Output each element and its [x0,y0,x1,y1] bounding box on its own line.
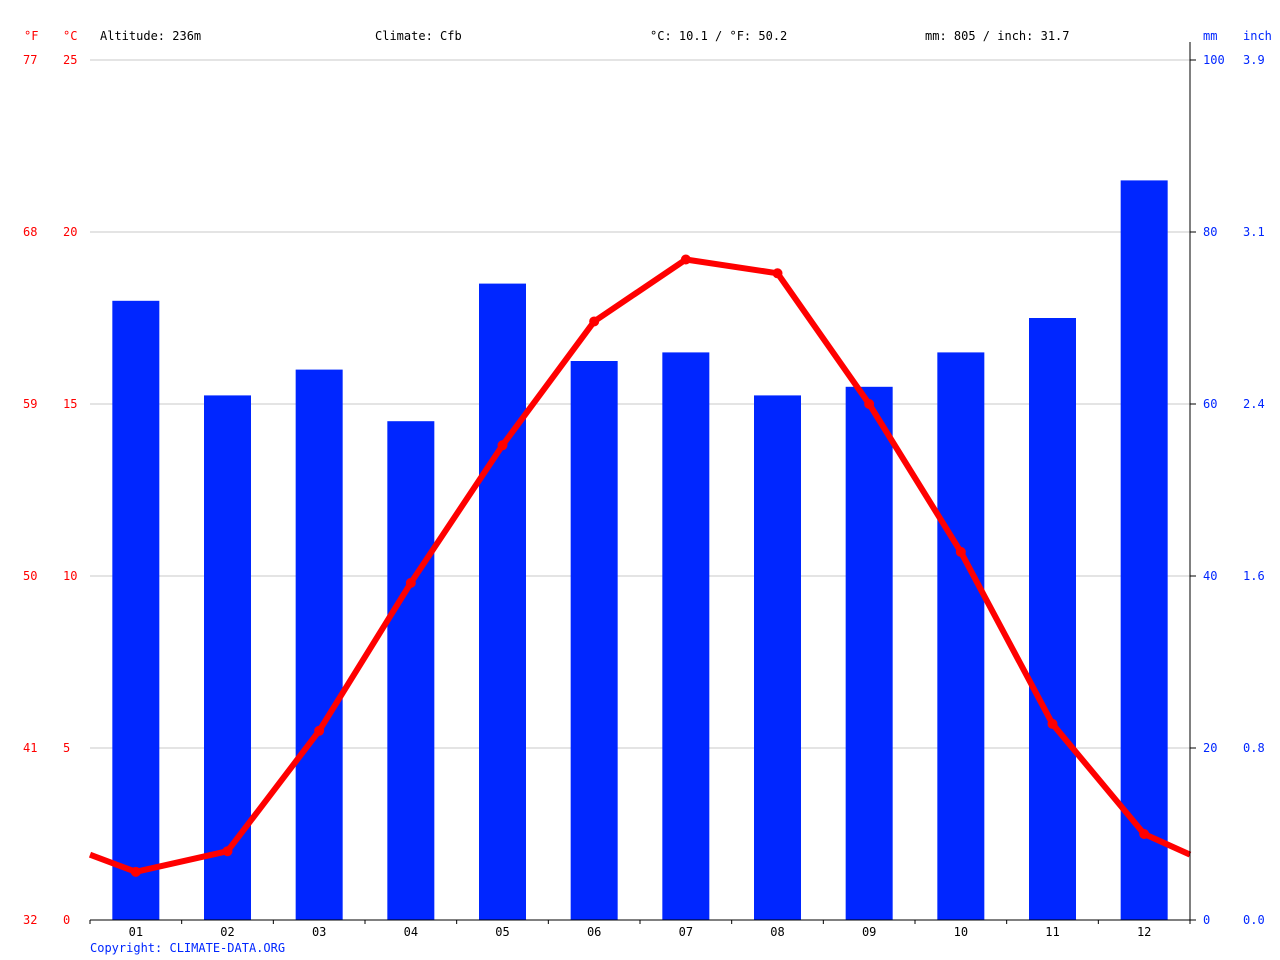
grid-lines [90,59,1190,749]
month-labels: 01 02 03 04 05 06 07 08 09 10 11 12 [129,925,1152,939]
precipitation-bar [937,352,985,920]
temperature-point [222,846,233,857]
unit-label-celsius: °C [63,29,77,43]
tick-label-inch: 1.6 [1243,569,1265,583]
tick-label-inch: 2.4 [1243,397,1265,411]
temperature-point [314,725,325,736]
temperature-line-group [88,254,1192,877]
tick-label-fahrenheit: 59 [23,397,37,411]
tick-label-inch: 0.8 [1243,741,1265,755]
temperature-point [497,440,508,451]
x-tick-label: 01 [129,925,143,939]
tick-label-celsius: 15 [63,397,77,411]
x-tick-label: 06 [587,925,601,939]
x-tick-label: 12 [1137,925,1151,939]
temperature-point [1047,718,1058,729]
tick-label-mm: 100 [1203,53,1225,67]
precipitation-bars [112,180,1168,921]
x-tick-label: 08 [770,925,784,939]
altitude-label: Altitude: 236m [100,29,201,43]
temperature-point [589,316,600,327]
x-tick-label: 09 [862,925,876,939]
unit-label-fahrenheit: °F [24,29,38,43]
copyright-link[interactable]: Copyright: CLIMATE-DATA.ORG [90,941,285,955]
tick-label-inch: 0.0 [1243,913,1265,927]
precipitation-bar [1120,180,1168,920]
tick-label-mm: 20 [1203,741,1217,755]
tick-label-celsius: 20 [63,225,77,239]
precipitation-bar [1029,318,1076,920]
precipitation-bar [754,395,801,920]
precipitation-bar [295,369,343,921]
tick-label-celsius: 25 [63,53,77,67]
temperature-point [772,268,783,279]
tick-label-fahrenheit: 41 [23,741,37,755]
right-axis-ticks: 0 0.0 20 0.8 40 1.6 60 2.4 80 3.1 100 3.9 [1190,53,1265,927]
temperature-point [1139,829,1150,839]
tick-label-mm: 80 [1203,225,1217,239]
unit-label-mm: mm [1203,29,1217,43]
precipitation-bar [570,361,618,920]
tick-label-mm: 60 [1203,397,1217,411]
x-tick-label: 04 [404,925,418,939]
x-tick-label: 07 [679,925,693,939]
x-tick-label: 11 [1045,925,1059,939]
x-tick-label: 10 [954,925,968,939]
tick-label-celsius: 0 [63,913,70,927]
x-tick-label: 05 [495,925,509,939]
precipitation-bar [387,421,435,920]
temperature-average-label: °C: 10.1 / °F: 50.2 [650,29,787,43]
temperature-point [680,254,691,265]
precipitation-bar [112,300,160,920]
axes [89,42,1191,924]
precipitation-total-label: mm: 805 / inch: 31.7 [925,29,1070,43]
tick-label-celsius: 5 [63,741,70,755]
precipitation-bar [845,386,893,920]
temperature-point [405,577,416,588]
tick-label-fahrenheit: 50 [23,569,37,583]
tick-label-inch: 3.1 [1243,225,1265,239]
tick-label-celsius: 10 [63,569,77,583]
tick-label-fahrenheit: 77 [23,53,37,67]
temperature-line [88,256,1192,875]
temperature-point [130,866,141,877]
unit-label-inch: inch [1243,29,1272,43]
x-tick-label: 02 [220,925,234,939]
tick-label-inch: 3.9 [1243,53,1265,67]
climate-label: Climate: Cfb [375,29,462,43]
tick-label-mm: 0 [1203,913,1210,927]
precipitation-bar [479,283,526,921]
precipitation-bar [662,352,710,920]
x-tick-label: 03 [312,925,326,939]
tick-label-fahrenheit: 32 [23,913,37,927]
temperature-point [864,399,875,409]
temperature-point [955,546,966,557]
tick-label-fahrenheit: 68 [23,225,37,239]
left-axis-ticks: 32 0 41 5 50 10 59 15 68 20 77 25 [23,53,77,927]
precipitation-bar [204,395,251,920]
tick-label-mm: 40 [1203,569,1217,583]
